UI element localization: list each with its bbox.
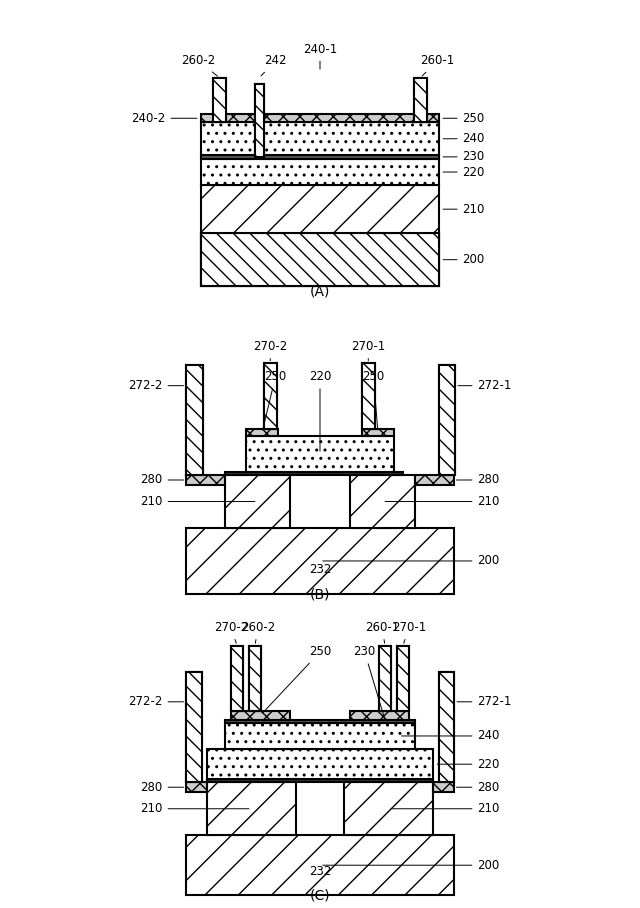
Bar — [201, 159, 439, 185]
Text: 240: 240 — [401, 729, 500, 743]
Bar — [433, 782, 454, 793]
Bar — [186, 365, 203, 475]
Text: 260-1: 260-1 — [365, 621, 399, 643]
Bar — [362, 429, 394, 436]
Bar — [439, 365, 455, 475]
Text: 280: 280 — [456, 473, 500, 487]
Bar — [186, 672, 202, 782]
Bar — [186, 528, 454, 594]
Text: 210: 210 — [385, 495, 500, 508]
Text: 280: 280 — [140, 781, 184, 794]
Text: 270-2: 270-2 — [253, 340, 287, 360]
Bar — [201, 233, 439, 286]
Bar — [362, 363, 375, 429]
Bar — [264, 363, 277, 429]
Text: 200: 200 — [323, 555, 500, 568]
Text: 250: 250 — [362, 370, 385, 429]
Text: (A): (A) — [310, 284, 330, 299]
Bar — [255, 84, 264, 156]
Bar — [349, 711, 409, 720]
Text: 272-2: 272-2 — [128, 696, 184, 708]
Text: 210: 210 — [140, 803, 249, 815]
Text: 210: 210 — [391, 803, 500, 815]
Bar — [349, 475, 415, 528]
Text: (B): (B) — [310, 587, 330, 601]
Text: 260-2: 260-2 — [241, 621, 275, 643]
Bar — [362, 363, 375, 429]
Bar — [186, 782, 207, 793]
Bar — [413, 78, 427, 123]
Bar — [231, 711, 291, 720]
Text: 220: 220 — [309, 370, 331, 451]
Text: 220: 220 — [437, 757, 500, 771]
Text: 270-2: 270-2 — [214, 621, 248, 643]
Text: 210: 210 — [140, 495, 255, 508]
Bar — [231, 646, 243, 711]
Bar — [186, 365, 203, 475]
Text: 280: 280 — [140, 473, 184, 487]
Bar — [225, 720, 415, 723]
Bar — [264, 363, 277, 429]
Text: 242: 242 — [261, 54, 287, 76]
Bar — [225, 472, 403, 475]
Bar — [249, 646, 261, 711]
Text: 240: 240 — [443, 133, 485, 145]
Bar — [186, 475, 225, 485]
Bar — [439, 672, 454, 782]
Bar — [379, 646, 391, 711]
Text: 270-1: 270-1 — [351, 340, 385, 360]
Bar — [246, 429, 278, 436]
Bar — [201, 155, 439, 159]
Bar — [415, 475, 454, 485]
Text: 272-1: 272-1 — [457, 696, 512, 708]
Bar — [186, 835, 454, 895]
Bar — [201, 233, 439, 286]
Text: 250: 250 — [262, 646, 331, 713]
Bar — [207, 782, 296, 835]
Text: 200: 200 — [443, 253, 485, 266]
Bar — [413, 78, 427, 123]
Text: 270-1: 270-1 — [392, 621, 426, 643]
Bar — [186, 672, 202, 782]
Bar — [397, 646, 409, 711]
Bar — [439, 365, 455, 475]
Text: 250: 250 — [443, 112, 485, 124]
Text: 200: 200 — [323, 859, 500, 872]
Bar — [201, 123, 439, 155]
Bar — [397, 646, 409, 711]
Bar — [207, 779, 433, 782]
Bar — [213, 78, 227, 123]
Bar — [201, 233, 439, 286]
Text: 210: 210 — [443, 202, 485, 216]
Bar — [246, 436, 394, 472]
Bar — [379, 646, 391, 711]
Text: 260-1: 260-1 — [420, 54, 454, 76]
Bar — [249, 646, 261, 711]
Text: 230: 230 — [443, 151, 485, 163]
Text: 272-2: 272-2 — [128, 380, 184, 392]
Text: 240-1: 240-1 — [303, 43, 337, 69]
Bar — [201, 114, 439, 123]
Text: 232: 232 — [309, 563, 331, 577]
Text: 220: 220 — [443, 165, 485, 179]
Text: 232: 232 — [309, 864, 331, 878]
Bar — [344, 782, 433, 835]
Bar — [225, 723, 415, 749]
Text: 272-1: 272-1 — [458, 380, 512, 392]
Bar — [231, 646, 243, 711]
Bar — [207, 749, 433, 779]
Bar — [201, 185, 439, 233]
Text: 230: 230 — [353, 646, 385, 718]
Text: 280: 280 — [456, 781, 500, 794]
Bar — [439, 672, 454, 782]
Bar — [213, 78, 227, 123]
Text: 260-2: 260-2 — [181, 54, 218, 76]
Bar — [255, 84, 264, 156]
Text: 240-2: 240-2 — [131, 112, 197, 124]
Text: 250: 250 — [262, 370, 287, 429]
Text: (C): (C) — [310, 888, 330, 903]
Bar — [225, 475, 291, 528]
